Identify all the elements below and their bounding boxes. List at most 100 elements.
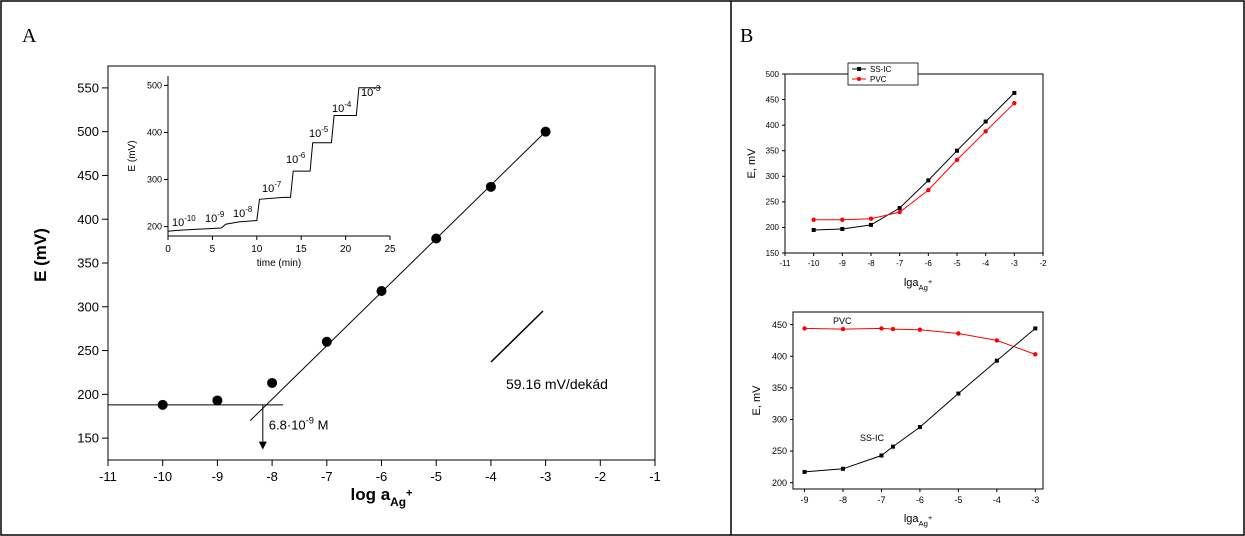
- b-top-data-point: [840, 226, 845, 231]
- b-top-data-point: [1012, 100, 1017, 106]
- b-top-y-tick-label: 150: [766, 249, 780, 258]
- b-bottom-x-tick-label: -9: [801, 495, 809, 505]
- b-bottom-x-tick-label: -6: [916, 495, 924, 505]
- a-main-y-tick-label: 350: [77, 256, 99, 271]
- b-bottom-x-tick-label: -3: [1031, 495, 1039, 505]
- b-top-y-tick-label: 300: [766, 172, 780, 181]
- b-bottom-series-line: [804, 328, 1036, 473]
- inset-concentration-label: 10-8: [233, 205, 253, 220]
- a-main-y-tick-label: 300: [77, 299, 99, 314]
- b-top-y-tick-label: 200: [766, 223, 780, 232]
- inset-x-tick-label: 20: [340, 244, 352, 255]
- a-main-data-point: [485, 181, 496, 192]
- a-main-slope-segment: [490, 310, 544, 363]
- a-main-x-tick-label: -8: [266, 469, 278, 484]
- a-main-data-point: [267, 377, 278, 388]
- inset-concentration-label: 10-7: [262, 180, 281, 195]
- inset-x-tick-label: 5: [210, 244, 216, 255]
- b-top-x-tick-label: -7: [896, 259, 904, 268]
- inset-y-tick-label: 200: [147, 222, 162, 232]
- b-top-x-axis-title: lgaAg+: [904, 277, 932, 292]
- b-bottom-y-axis-title: E, mV: [751, 385, 763, 416]
- b-top-data-point: [897, 205, 902, 210]
- b-top-series-line: [813, 92, 1015, 231]
- inset-x-tick-label: 25: [384, 244, 396, 255]
- b-bottom-x-tick-label: -7: [877, 495, 885, 505]
- b-top-data-point: [897, 209, 902, 215]
- a-main-y-tick-label: 500: [77, 124, 99, 139]
- a-main-x-tick-label: -6: [376, 469, 388, 484]
- b-bottom-data-point: [840, 326, 846, 332]
- b-top-x-tick-label: -5: [953, 259, 961, 268]
- a-main-detection-limit-label: 6.8·10-9 M: [269, 416, 329, 433]
- b-top-x-tick-label: -10: [808, 259, 820, 268]
- b-top-y-tick-label: 400: [766, 121, 780, 130]
- b-bottom-y-tick-label: 400: [772, 351, 787, 361]
- a-main-x-tick-label: -10: [153, 469, 172, 484]
- b-top-x-tick-label: -6: [925, 259, 933, 268]
- b-top-x-tick-label: -8: [867, 259, 875, 268]
- b-bottom-data-point: [1033, 352, 1038, 357]
- b-bottom-data-point: [841, 466, 845, 471]
- b-top-data-point: [868, 216, 874, 221]
- b-bottom-y-tick-label: 350: [772, 383, 787, 393]
- inset-x-tick-label: 0: [165, 244, 171, 255]
- inset-concentration-label: 10-10: [172, 214, 196, 229]
- b-top-legend-label: PVC: [870, 75, 887, 84]
- inset-y-axis-title: E (mV): [127, 140, 138, 171]
- b-bottom-data-point: [994, 358, 999, 363]
- b-bottom-series-label-pvc: PVC: [833, 316, 852, 326]
- b-top-y-tick-label: 350: [766, 147, 780, 156]
- b-top-plot-frame: [784, 73, 1044, 254]
- a-main-plot-frame: [107, 65, 656, 461]
- a-main-x-tick-label: -2: [595, 469, 607, 484]
- inset-y-tick-label: 300: [147, 175, 162, 185]
- b-bottom-data-point: [802, 326, 807, 331]
- chart-b-top: -11 -10 -9 -8 -7 -6 -5 -4 -3 -2 150 200 250 300 350 400…: [746, 62, 1047, 292]
- a-main-slope-label: 59.16 mV/dekád: [506, 376, 608, 392]
- b-bottom-data-point: [879, 453, 884, 458]
- chart-a-inset: 0 5 10 15 20 25 200 300 400 500 time (min) E (mV) 10…: [127, 76, 396, 269]
- b-bottom-data-point: [917, 327, 923, 332]
- b-bottom-y-tick-label: 300: [772, 415, 787, 425]
- b-top-y-tick-label: 250: [766, 198, 780, 207]
- a-main-x-tick-label: -11: [99, 469, 117, 484]
- b-top-y-tick-label: 450: [766, 95, 780, 104]
- b-top-data-point: [955, 148, 959, 153]
- inset-x-tick-label: 10: [251, 244, 263, 255]
- b-top-x-tick-label: -9: [839, 259, 847, 268]
- b-top-legend-marker: [857, 67, 861, 71]
- a-main-y-tick-label: 400: [77, 212, 99, 227]
- b-bottom-data-point: [879, 326, 884, 331]
- a-main-x-tick-label: -4: [485, 469, 497, 484]
- inset-concentration-label: 10-6: [286, 151, 306, 166]
- a-main-x-tick-label: -3: [540, 469, 552, 484]
- a-main-y-tick-label: 200: [77, 387, 99, 402]
- inset-concentration-label: 10-5: [309, 125, 329, 140]
- a-main-data-point: [540, 126, 551, 137]
- b-bottom-data-point: [802, 469, 807, 474]
- a-main-x-tick-label: -7: [321, 469, 333, 484]
- b-top-data-point: [983, 129, 988, 134]
- a-main-data-point: [321, 336, 332, 347]
- b-top-y-tick-label: 500: [766, 70, 780, 79]
- b-top-data-point: [983, 119, 988, 124]
- a-main-x-tick-label: -9: [212, 469, 224, 484]
- b-top-legend-label: SS-IC: [870, 65, 892, 74]
- b-top-x-tick-label: -2: [1039, 259, 1047, 268]
- b-top-legend-marker: [857, 77, 861, 81]
- b-bottom-data-point: [956, 331, 961, 336]
- inset-concentration-label: 10-3: [361, 84, 381, 99]
- b-top-data-point: [1012, 90, 1017, 95]
- b-bottom-data-point: [1033, 326, 1038, 331]
- inset-x-axis-title: time (min): [257, 258, 301, 269]
- b-bottom-series-label-ssic: SS-IC: [860, 433, 885, 443]
- a-main-y-tick-label: 450: [77, 168, 99, 183]
- b-top-data-point: [926, 187, 931, 193]
- b-bottom-plot-frame: [792, 311, 1044, 490]
- inset-y-tick-label: 500: [147, 80, 162, 90]
- a-main-y-tick-label: 150: [77, 431, 99, 446]
- b-top-data-point: [811, 227, 816, 232]
